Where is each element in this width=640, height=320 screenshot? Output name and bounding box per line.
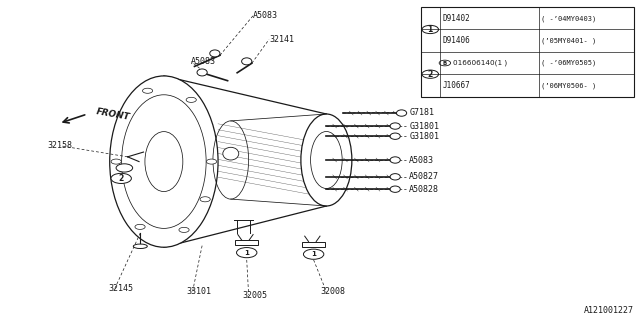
Text: (’06MY0506- ): (’06MY0506- ) [541,82,596,89]
Circle shape [200,197,211,202]
Ellipse shape [210,50,220,57]
Ellipse shape [390,186,400,192]
Bar [236,240,258,245]
Text: A50828: A50828 [409,185,439,194]
Circle shape [179,227,189,232]
Circle shape [135,224,145,229]
Text: A5083: A5083 [191,57,216,66]
Ellipse shape [390,174,400,180]
Ellipse shape [396,110,406,116]
Circle shape [237,248,257,258]
Text: 1: 1 [244,250,249,256]
Ellipse shape [223,147,239,160]
Ellipse shape [390,133,400,140]
Ellipse shape [242,58,252,65]
Ellipse shape [390,123,400,129]
Circle shape [116,164,132,172]
Text: 1: 1 [428,25,433,34]
Circle shape [111,173,131,183]
Text: G7181: G7181 [409,108,434,117]
Bar [420,7,634,97]
Text: D91406: D91406 [443,36,471,45]
Text: ( -’06MY0505): ( -’06MY0505) [541,60,596,66]
Circle shape [186,97,196,102]
Text: 1: 1 [311,251,316,257]
Ellipse shape [109,76,218,247]
Text: 016606140(1 ): 016606140(1 ) [452,60,507,66]
Text: FRONT: FRONT [96,107,131,122]
Ellipse shape [310,132,342,188]
Text: B: B [443,60,447,66]
Text: A5083: A5083 [409,156,434,164]
Text: G31801: G31801 [409,132,439,141]
Text: A121001227: A121001227 [584,306,634,315]
Circle shape [111,159,122,164]
Text: 32145: 32145 [108,284,134,293]
Text: ( -’04MY0403): ( -’04MY0403) [541,15,596,21]
Ellipse shape [390,157,400,163]
Text: 32008: 32008 [320,287,345,296]
Text: 32141: 32141 [269,35,294,44]
Circle shape [143,88,153,93]
Text: (’05MY0401- ): (’05MY0401- ) [541,37,596,44]
Ellipse shape [197,69,207,76]
Text: 2: 2 [428,70,433,79]
Text: D91402: D91402 [443,14,471,23]
Text: A5083: A5083 [253,11,278,20]
Ellipse shape [301,114,352,206]
Bar [302,242,325,247]
Text: J10667: J10667 [443,81,471,90]
Circle shape [207,159,217,164]
Text: G31801: G31801 [409,122,439,131]
Text: A50827: A50827 [409,172,439,181]
Text: 2: 2 [118,174,124,183]
Text: 33101: 33101 [186,287,211,296]
Text: 32158: 32158 [47,141,72,150]
Ellipse shape [145,132,183,192]
Ellipse shape [133,244,147,249]
Circle shape [303,249,324,259]
Text: 32005: 32005 [243,291,268,300]
